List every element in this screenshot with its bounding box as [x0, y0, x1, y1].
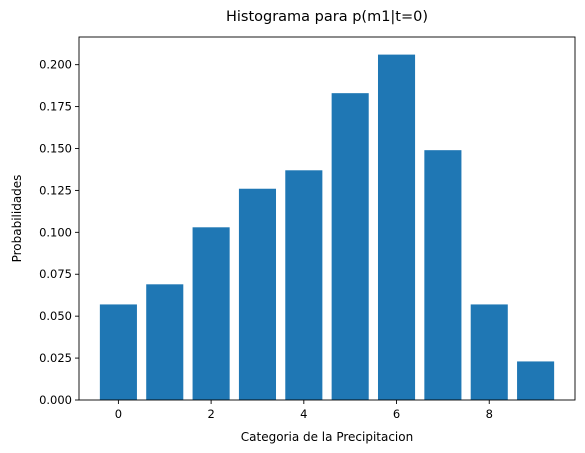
x-tick-label: 4: [300, 407, 307, 421]
y-tick-label: 0.000: [39, 393, 72, 407]
bar-0: [99, 304, 137, 400]
x-axis: 0 2 4 6 8: [115, 400, 493, 421]
x-tick-label: 2: [207, 407, 214, 421]
y-tick-label: 0.175: [39, 100, 72, 114]
y-tick-label: 0.075: [39, 267, 72, 281]
bar-4: [285, 170, 323, 400]
bar-9: [517, 361, 555, 400]
bars-group: [99, 54, 555, 401]
chart-title: Histograma para p(m1|t=0): [226, 9, 428, 25]
y-tick-label: 0.150: [39, 141, 72, 155]
x-axis-label: Categoria de la Precipitacion: [241, 430, 413, 444]
y-tick-label: 0.125: [39, 183, 72, 197]
y-tick-label: 0.025: [39, 351, 72, 365]
x-tick-label: 6: [393, 407, 400, 421]
y-tick-label: 0.050: [39, 309, 72, 323]
bar-3: [238, 188, 277, 400]
bar-1: [146, 284, 184, 400]
y-tick-label: 0.200: [39, 58, 72, 72]
x-tick-label: 8: [486, 407, 493, 421]
bar-8: [470, 304, 508, 400]
x-tick-label: 0: [115, 407, 122, 421]
bar-6: [377, 54, 416, 401]
bar-7: [424, 150, 462, 400]
bar-5: [331, 93, 369, 401]
y-axis: 0.000 0.025 0.050 0.075 0.100 0.125 0.150 0.175…: [39, 58, 79, 407]
plot-frame: [78, 36, 576, 401]
y-axis-label: Probabilidades: [10, 175, 24, 263]
bar-2: [192, 227, 230, 400]
y-tick-label: 0.100: [39, 225, 72, 239]
